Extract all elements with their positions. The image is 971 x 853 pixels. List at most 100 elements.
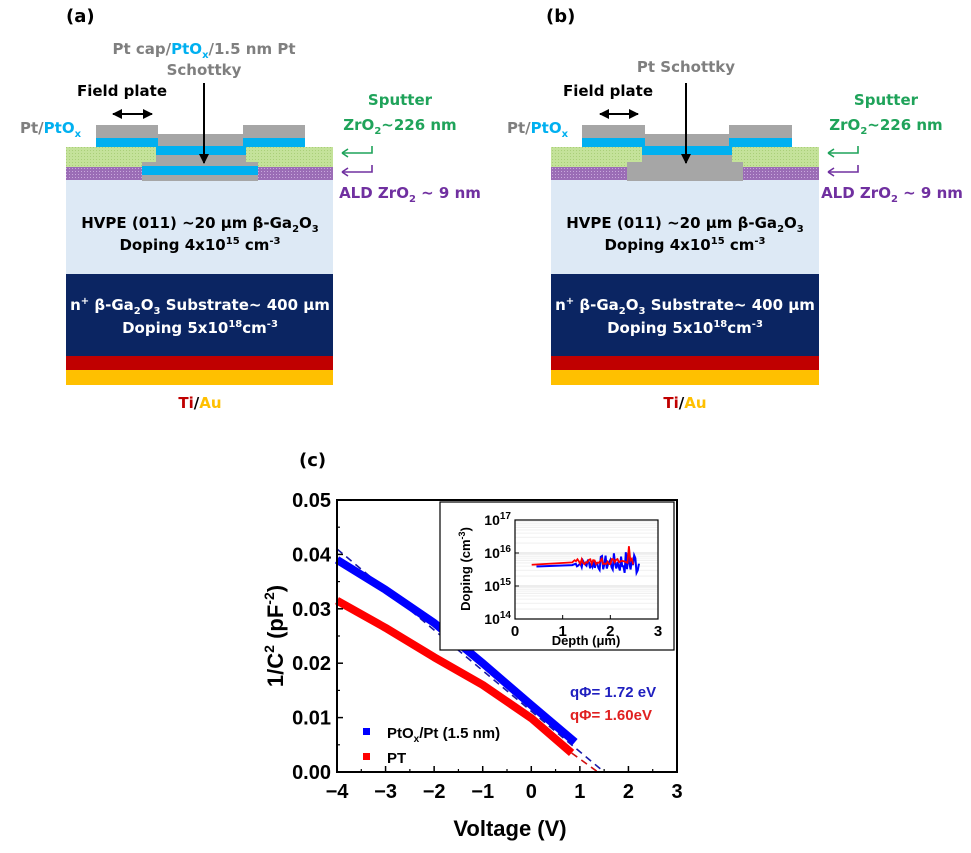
y-tick-label: 0.05 (292, 490, 331, 512)
inset-y-tick-label: 1014 (484, 610, 511, 627)
y-tick-label: 0.03 (292, 599, 331, 621)
x-tick-label: 1 (574, 781, 585, 803)
pt-ptox-label: Pt/PtOx (20, 119, 82, 140)
x-tick-label: −4 (326, 781, 350, 803)
ald-pointer-head (827, 167, 835, 177)
ald-pointer-head (341, 167, 349, 177)
sputter-thickness-label: ZrO2~226 nm (343, 116, 456, 137)
ti-layer (551, 356, 819, 370)
x-tick-label: 3 (671, 781, 682, 803)
field-plate-right-ptox (729, 138, 792, 147)
y-tick-label: 0.04 (292, 544, 332, 566)
inset-x-tick-label: 2 (606, 623, 614, 640)
panel-b-label: (b) (546, 6, 575, 27)
inset-y-tick-label: 1017 (484, 511, 511, 528)
substrate-label: n+ β-Ga2O3 Substrate~ 400 µm (555, 296, 815, 317)
hvpe-doping-label: Doping 4x1015 cm-3 (119, 236, 280, 254)
y-axis-label: 1/C2 (pF-2) (261, 585, 288, 687)
panel-c: (c) −4 −3 −2 −1 0 1 2 3 0.00 0.01 0.02 0.03 0.04 0.05… (261, 450, 683, 841)
inset-axes: 1014 1015 1016 1017 0 1 2 3 (484, 511, 662, 640)
x-tick-label: −2 (423, 781, 446, 803)
substrate-layer (66, 274, 333, 356)
schottky-label: Schottky (167, 61, 242, 79)
inset-chart: 1014 1015 1016 1017 0 1 2 3 Depth (μm) Doping (… (439, 501, 675, 651)
inset-x-tick-label: 1 (558, 623, 566, 640)
schottky-stack-label: Pt cap/PtOx/1.5 nm Pt (113, 40, 296, 61)
hvpe-doping-label: Doping 4x1015 cm-3 (604, 236, 765, 254)
hvpe-layer (66, 180, 333, 274)
ald-pointer (828, 165, 859, 173)
y-tick-label: 0.00 (292, 762, 331, 784)
ti-layer (66, 356, 333, 370)
ald-label: ALD ZrO2 ~ 9 nm (821, 184, 963, 205)
field-plate-left-pt (96, 125, 158, 139)
x-tick-label: −1 (471, 781, 494, 803)
x-tick-label: −3 (374, 781, 397, 803)
sputter-pointer (828, 146, 859, 154)
sputter-label: Sputter (368, 91, 433, 109)
inset-series-pt (531, 546, 635, 567)
annotation-pt-barrier: qΦ= 1.60eV (570, 707, 652, 724)
inset-y-tick-label: 1016 (484, 544, 511, 561)
panel-a-label: (a) (66, 6, 95, 27)
inset-x-axis-label: Depth (μm) (552, 633, 621, 648)
legend: PtOx/Pt (1.5 nm) PT (363, 725, 500, 767)
au-layer (551, 370, 819, 385)
series-line-pt (335, 597, 575, 756)
substrate-layer (551, 274, 819, 356)
inset-y-axis-label: Doping (cm-3) (457, 527, 473, 611)
inset-y-tick-label: 1015 (484, 577, 511, 594)
x-tick-label: 0 (526, 781, 537, 803)
fit-line-ptox (336, 548, 605, 773)
ald-pointer (342, 165, 373, 173)
hvpe-label: HVPE (011) ~20 µm β-Ga2O3 (81, 214, 319, 235)
field-plate-right-ptox (243, 138, 305, 147)
panel-c-label: (c) (299, 450, 326, 471)
sputter-thickness-label: ZrO2~226 nm (829, 116, 942, 137)
panel-b: (b) Pt Schottky Field plate Pt/PtOx Sput… (507, 6, 963, 412)
field-plate-left-ptox (582, 138, 645, 147)
y-tick-label: 0.02 (292, 653, 331, 675)
field-plate-right-pt (729, 125, 792, 139)
sputter-label: Sputter (854, 91, 919, 109)
y-tick-label: 0.01 (292, 708, 331, 730)
field-plate-label: Field plate (563, 82, 653, 100)
legend-marker-ptox (363, 728, 370, 735)
field-plate-right-pt (243, 125, 305, 139)
legend-label-ptox: PtOx/Pt (1.5 nm) (387, 725, 500, 745)
field-plate-label: Field plate (77, 82, 167, 100)
sputter-pointer-head (827, 148, 835, 158)
hvpe-label: HVPE (011) ~20 µm β-Ga2O3 (566, 214, 804, 235)
ald-label: ALD ZrO2 ~ 9 nm (339, 184, 481, 205)
schottky-label: Pt Schottky (637, 58, 735, 76)
annotation-ptox-barrier: qΦ= 1.72 eV (570, 684, 656, 701)
pt-bottom (627, 162, 743, 181)
panel-a: (a) Pt cap/PtOx/1.5 nm Pt Schottky Field… (20, 6, 481, 412)
inset-x-tick-label: 3 (654, 623, 662, 640)
substrate-doping-label: Doping 5x1018cm-3 (122, 319, 278, 337)
ptox-bottom (142, 166, 258, 175)
sputter-pointer-head (341, 148, 349, 158)
inset-series-layer (531, 546, 640, 577)
hvpe-layer (551, 180, 819, 274)
ti-au-label: Ti/Au (178, 394, 221, 412)
fit-line-pt (571, 752, 599, 773)
pt-cap-center (158, 134, 244, 146)
substrate-label: n+ β-Ga2O3 Substrate~ 400 µm (70, 296, 330, 317)
field-plate-left-ptox (96, 138, 158, 147)
substrate-doping-label: Doping 5x1018cm-3 (607, 319, 763, 337)
legend-marker-pt (363, 753, 370, 760)
sputter-pointer (342, 146, 373, 154)
pt-ptox-label: Pt/PtOx (507, 119, 569, 140)
field-plate-left-pt (582, 125, 645, 139)
ti-au-label: Ti/Au (663, 394, 706, 412)
main-axes: −4 −3 −2 −1 0 1 2 3 0.00 0.01 0.02 0.03 0.04 0.05 (292, 490, 683, 803)
inset-x-tick-label: 0 (511, 623, 519, 640)
legend-label-pt: PT (387, 750, 406, 767)
au-layer (66, 370, 333, 385)
x-tick-label: 2 (623, 781, 634, 803)
inset-plot-frame (514, 519, 659, 620)
x-axis-label: Voltage (V) (453, 816, 566, 841)
ptox-mid (156, 145, 246, 155)
